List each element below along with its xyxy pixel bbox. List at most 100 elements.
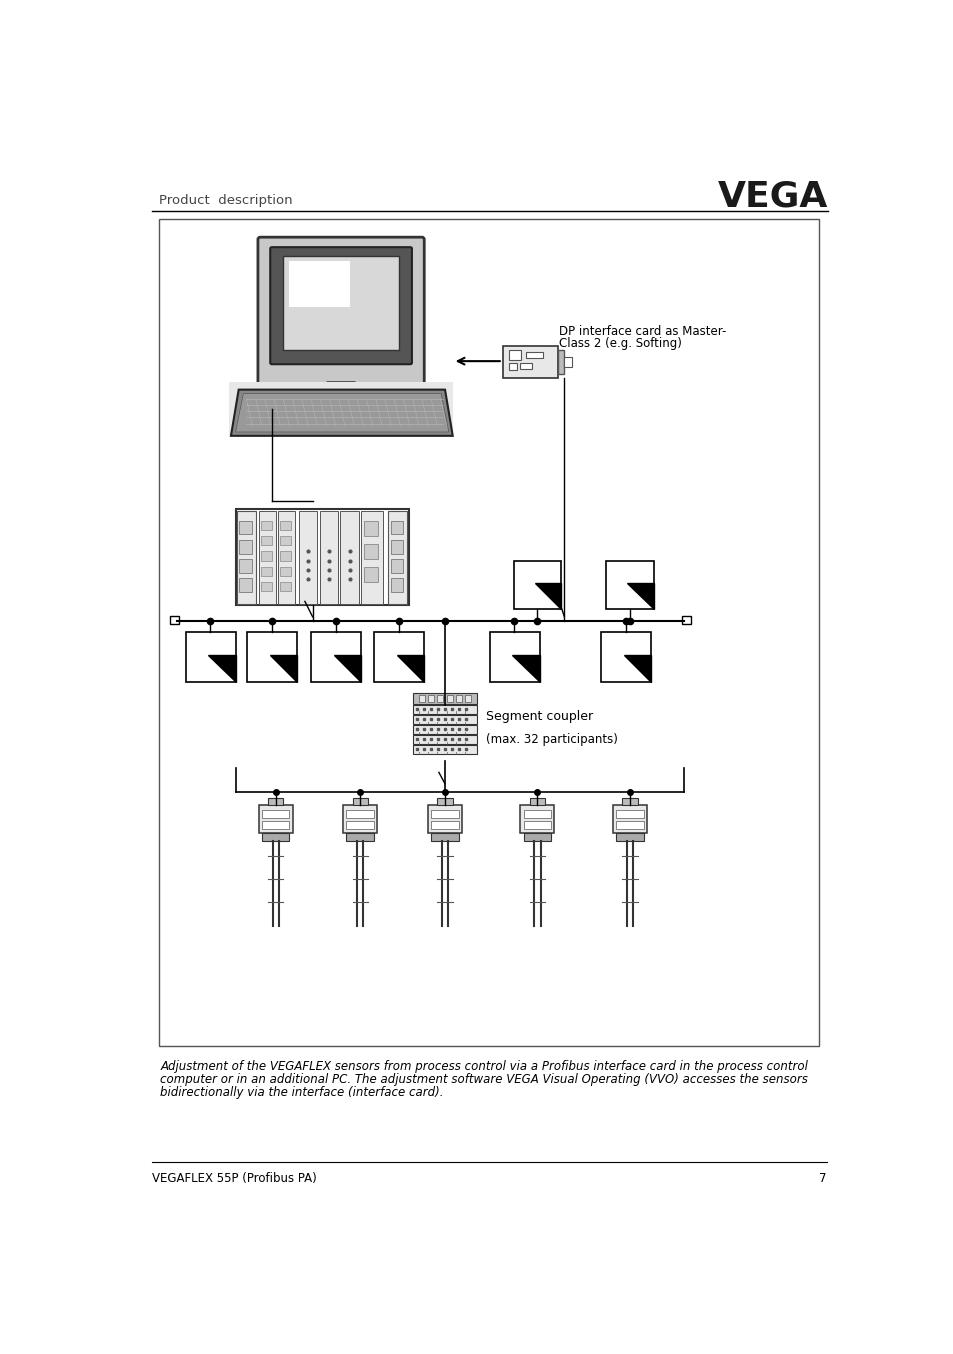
Bar bbox=[523, 833, 551, 841]
Bar bbox=[413, 705, 476, 714]
Polygon shape bbox=[535, 582, 560, 609]
Bar bbox=[277, 510, 294, 604]
Bar bbox=[464, 695, 471, 703]
Bar bbox=[364, 543, 377, 559]
Bar bbox=[235, 509, 409, 605]
Bar bbox=[268, 798, 283, 806]
Bar bbox=[158, 219, 819, 1047]
Bar bbox=[170, 616, 178, 624]
Bar bbox=[261, 520, 272, 529]
Bar bbox=[261, 567, 272, 575]
Bar bbox=[413, 726, 476, 734]
Bar bbox=[428, 695, 434, 703]
Text: computer or in an additional PC. The adjustment software VEGA Visual Operating (: computer or in an additional PC. The adj… bbox=[160, 1072, 807, 1086]
Bar bbox=[431, 810, 458, 818]
Bar bbox=[346, 833, 374, 841]
Bar bbox=[519, 363, 532, 368]
Bar bbox=[513, 562, 560, 609]
Bar bbox=[346, 821, 374, 829]
Bar bbox=[529, 798, 544, 806]
Bar bbox=[280, 582, 291, 592]
FancyBboxPatch shape bbox=[257, 237, 424, 385]
Bar bbox=[391, 540, 403, 554]
Bar bbox=[237, 510, 256, 604]
Bar bbox=[508, 351, 520, 360]
Bar bbox=[436, 695, 443, 703]
Bar bbox=[391, 578, 403, 592]
Bar bbox=[431, 833, 458, 841]
Bar bbox=[258, 510, 275, 604]
Bar bbox=[558, 349, 564, 374]
Bar bbox=[229, 382, 453, 436]
Bar bbox=[247, 632, 297, 682]
Polygon shape bbox=[298, 397, 383, 408]
Bar bbox=[616, 821, 643, 829]
Polygon shape bbox=[270, 655, 297, 682]
Bar bbox=[523, 821, 551, 829]
Text: Product  description: Product description bbox=[158, 195, 292, 207]
Polygon shape bbox=[324, 382, 357, 397]
Bar bbox=[239, 578, 252, 592]
Polygon shape bbox=[627, 582, 653, 609]
FancyBboxPatch shape bbox=[270, 248, 412, 364]
Bar bbox=[283, 256, 398, 351]
Bar bbox=[413, 693, 476, 704]
Bar bbox=[520, 806, 554, 833]
Bar bbox=[364, 567, 377, 582]
Text: Adjustment of the VEGAFLEX sensors from process control via a Profibus interface: Adjustment of the VEGAFLEX sensors from … bbox=[160, 1060, 807, 1072]
Bar bbox=[361, 510, 382, 604]
Bar bbox=[239, 520, 252, 535]
Bar bbox=[343, 806, 376, 833]
Bar bbox=[388, 510, 406, 604]
Bar bbox=[280, 536, 291, 546]
Bar bbox=[261, 810, 289, 818]
Bar bbox=[616, 810, 643, 818]
Bar bbox=[621, 798, 637, 806]
Bar bbox=[298, 510, 317, 604]
Bar bbox=[605, 562, 653, 609]
Bar bbox=[346, 810, 374, 818]
Text: Class 2 (e.g. Softing): Class 2 (e.g. Softing) bbox=[558, 337, 681, 351]
Polygon shape bbox=[231, 390, 453, 436]
Bar bbox=[319, 510, 337, 604]
Bar bbox=[616, 833, 643, 841]
Bar bbox=[280, 520, 291, 529]
Bar bbox=[436, 798, 453, 806]
Bar bbox=[564, 356, 572, 367]
Text: (max. 32 participants): (max. 32 participants) bbox=[485, 734, 618, 746]
Bar bbox=[525, 352, 542, 357]
Bar bbox=[489, 632, 539, 682]
Bar bbox=[364, 520, 377, 536]
Polygon shape bbox=[623, 655, 651, 682]
Bar bbox=[374, 632, 424, 682]
Bar bbox=[261, 821, 289, 829]
Text: bidirectionally via the interface (interface card).: bidirectionally via the interface (inter… bbox=[160, 1086, 443, 1098]
Bar bbox=[413, 735, 476, 743]
Bar bbox=[428, 806, 461, 833]
Bar bbox=[289, 261, 350, 307]
Bar bbox=[523, 810, 551, 818]
Bar bbox=[280, 567, 291, 575]
Bar bbox=[508, 363, 517, 371]
Text: VEGAFLEX 55P (Profibus PA): VEGAFLEX 55P (Profibus PA) bbox=[152, 1173, 316, 1185]
Bar bbox=[280, 551, 291, 561]
Polygon shape bbox=[396, 655, 424, 682]
Bar bbox=[612, 806, 646, 833]
Bar bbox=[261, 582, 272, 592]
Bar bbox=[239, 559, 252, 573]
Bar bbox=[311, 632, 361, 682]
Bar bbox=[446, 695, 453, 703]
Polygon shape bbox=[512, 655, 539, 682]
Bar bbox=[185, 632, 235, 682]
Bar bbox=[600, 632, 651, 682]
Text: VEGA: VEGA bbox=[718, 179, 827, 214]
Bar bbox=[391, 520, 403, 535]
Bar bbox=[502, 345, 558, 378]
Bar bbox=[456, 695, 461, 703]
Bar bbox=[258, 806, 293, 833]
Bar bbox=[353, 798, 368, 806]
Bar bbox=[239, 540, 252, 554]
Bar bbox=[261, 536, 272, 546]
Bar bbox=[391, 559, 403, 573]
Text: Segment coupler: Segment coupler bbox=[485, 711, 593, 723]
